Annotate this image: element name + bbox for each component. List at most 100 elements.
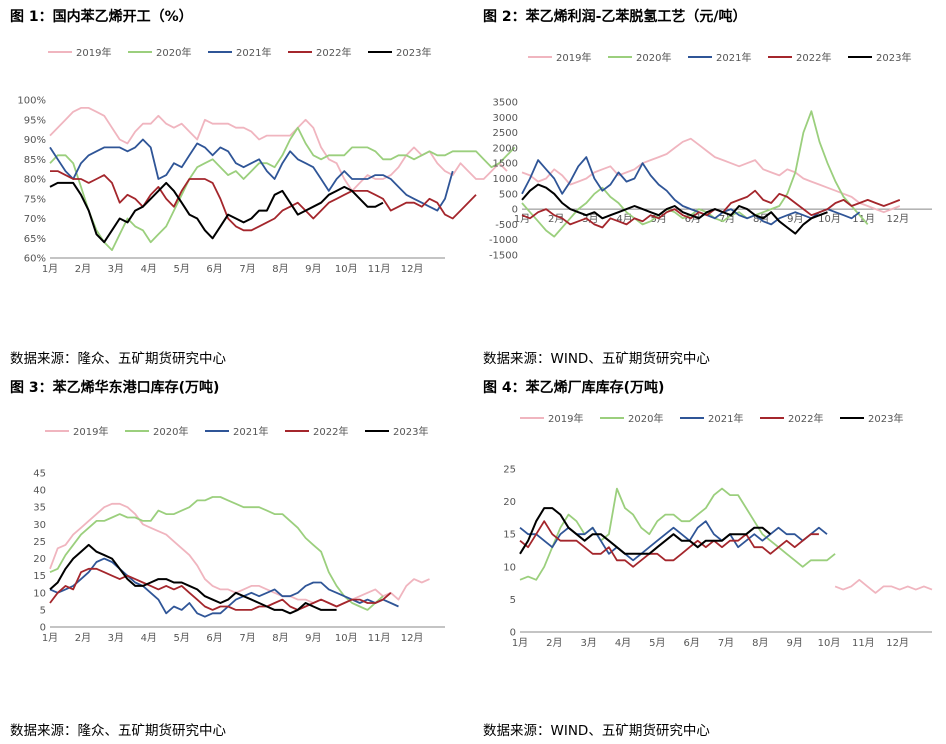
y-tick-label: 5 <box>510 595 516 606</box>
legend-label: 2019年 <box>76 46 111 59</box>
x-tick-label: 6月 <box>683 637 699 649</box>
chart-svg: 2019年 2020年 2021年 2022年 2023年 -1500 -1000 -500 0… <box>489 51 932 262</box>
y-tick-label: 85% <box>24 155 46 166</box>
legend-label: 2023年 <box>393 425 428 438</box>
x-tick-label: 1月 <box>42 632 58 644</box>
legend-label: 2019年 <box>548 412 583 425</box>
y-tick-label: -1000 <box>489 235 518 246</box>
y-tick-label: 20 <box>503 497 516 508</box>
y-tick-label: 70% <box>24 214 46 225</box>
chart-source: 数据来源：隆众、五矿期货研究中心 <box>10 351 226 367</box>
legend-label: 2023年 <box>396 46 431 59</box>
y-tick-label: 100% <box>17 96 46 107</box>
x-tick-label: 3月 <box>580 637 596 649</box>
x-tick-label: 11月 <box>368 632 391 644</box>
chart-source: 数据来源：WIND、五矿期货研究中心 <box>483 723 710 739</box>
x-tick-label: 10月 <box>335 263 358 275</box>
y-tick-label: 30 <box>33 520 46 531</box>
legend-label: 2020年 <box>636 51 671 64</box>
x-tick-label: 9月 <box>787 213 803 225</box>
x-tick-label: 8月 <box>752 637 768 649</box>
x-tick-label: 10月 <box>818 637 841 649</box>
x-tick-label: 10月 <box>818 213 841 225</box>
x-tick-label: 12月 <box>401 632 424 644</box>
y-tick-label: 1500 <box>493 159 518 170</box>
y-tick-label: 5 <box>40 605 46 616</box>
y-tick-label: 0 <box>512 205 518 216</box>
series-line <box>834 578 933 594</box>
x-tick-label: 4月 <box>141 632 157 644</box>
y-tick-label: 3000 <box>493 113 518 124</box>
y-tick-label: 2500 <box>493 128 518 139</box>
legend-label: 2022年 <box>788 412 823 425</box>
x-tick-label: 9月 <box>305 263 321 275</box>
x-tick-label: 7月 <box>239 632 255 644</box>
y-tick-label: 10 <box>503 562 516 573</box>
chart-source: 数据来源：WIND、五矿期货研究中心 <box>483 351 710 367</box>
legend-label: 2021年 <box>236 46 271 59</box>
x-tick-label: 8月 <box>272 632 288 644</box>
x-tick-label: 5月 <box>173 263 189 275</box>
y-tick-label: 20 <box>33 554 46 565</box>
series-line <box>49 567 392 611</box>
x-tick-label: 1月 <box>512 637 528 649</box>
legend-label: 2021年 <box>716 51 751 64</box>
series-line <box>49 126 516 251</box>
x-tick-label: 3月 <box>108 263 124 275</box>
series-line <box>49 496 384 611</box>
x-tick-label: 12月 <box>886 213 909 225</box>
series-line <box>521 183 828 235</box>
chart-title: 图 3：苯乙烯华东港口库存(万吨) <box>10 380 220 396</box>
series-line <box>519 507 772 555</box>
chart-title: 图 2：苯乙烯利润-乙苯脱氢工艺（元/吨） <box>483 9 747 25</box>
x-tick-label: 5月 <box>649 637 665 649</box>
x-tick-label: 8月 <box>272 263 288 275</box>
x-tick-label: 9月 <box>305 632 321 644</box>
chart-svg: 2019年 2020年 2021年 2022年 2023年 60% 65% 70% 75% 80%… <box>17 46 516 275</box>
x-tick-label: 2月 <box>546 637 562 649</box>
y-tick-label: 60% <box>24 254 46 265</box>
legend-label: 2020年 <box>156 46 191 59</box>
y-tick-label: 75% <box>24 194 46 205</box>
y-tick-label: 80% <box>24 175 46 186</box>
series-line <box>49 557 399 618</box>
y-tick-label: 95% <box>24 115 46 126</box>
series-line <box>519 520 819 568</box>
x-tick-label: 6月 <box>206 263 222 275</box>
legend-label: 2020年 <box>153 425 188 438</box>
legend-label: 2022年 <box>316 46 351 59</box>
legend-label: 2021年 <box>708 412 743 425</box>
series-line <box>49 181 384 244</box>
y-tick-label: 15 <box>33 571 46 582</box>
chart-source: 数据来源：隆众、五矿期货研究中心 <box>10 723 226 739</box>
x-tick-label: 1月 <box>42 263 58 275</box>
x-tick-label: 10月 <box>335 632 358 644</box>
y-tick-label: 65% <box>24 234 46 245</box>
legend-label: 2021年 <box>233 425 268 438</box>
x-tick-label: 6月 <box>206 632 222 644</box>
chart-title: 图 1：国内苯乙烯开工（%） <box>10 9 193 25</box>
series-line <box>521 137 901 214</box>
x-tick-label: 3月 <box>108 632 124 644</box>
y-tick-label: 35 <box>33 503 46 514</box>
y-tick-label: 90% <box>24 135 46 146</box>
series-line <box>521 110 869 238</box>
x-tick-label: 2月 <box>548 213 564 225</box>
y-tick-label: 10 <box>33 588 46 599</box>
y-tick-label: -1500 <box>489 251 518 262</box>
legend-label: 2022年 <box>313 425 348 438</box>
chart-title: 图 4：苯乙烯厂库库存(万吨) <box>483 380 665 396</box>
y-tick-label: 3500 <box>493 98 518 109</box>
legend-label: 2022年 <box>796 51 831 64</box>
series-line <box>49 543 337 615</box>
x-tick-label: 9月 <box>786 637 802 649</box>
y-tick-label: 2000 <box>493 143 518 154</box>
y-tick-label: 25 <box>33 537 46 548</box>
y-tick-label: 500 <box>499 189 518 200</box>
legend-label: 2023年 <box>868 412 903 425</box>
x-tick-label: 12月 <box>401 263 424 275</box>
chart-svg: 2019年 2020年 2021年 2022年 2023年 0 5 10 15 20 25 30 35 4… <box>33 425 445 644</box>
y-tick-label: 40 <box>33 486 46 497</box>
y-tick-label: 1000 <box>493 174 518 185</box>
